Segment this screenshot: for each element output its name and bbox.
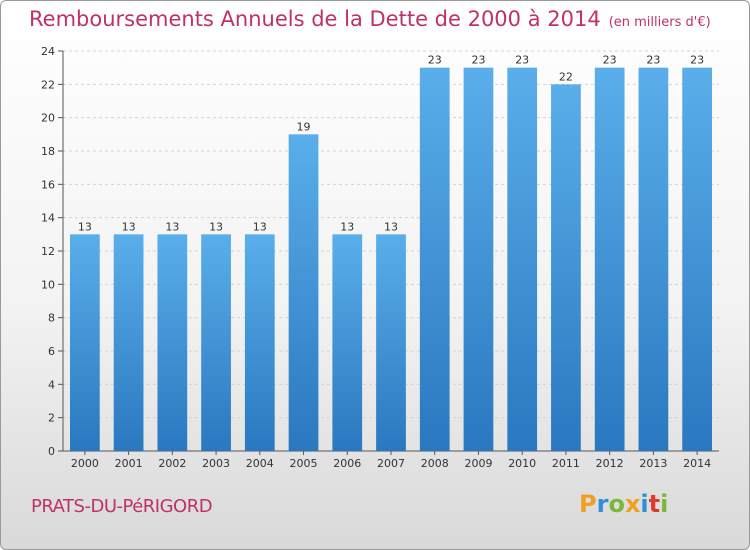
bar-value-label: 13 (340, 220, 354, 233)
bar-value-label: 13 (253, 220, 267, 233)
x-tick-label: 2012 (596, 457, 624, 470)
bar (288, 134, 319, 452)
bar-value-label: 13 (122, 220, 136, 233)
brand-letter: i (640, 490, 649, 518)
x-tick-label: 2002 (158, 457, 186, 470)
y-tick-label: 4 (48, 378, 55, 391)
y-tick-label: 12 (41, 245, 55, 258)
bar-value-label: 23 (646, 54, 660, 67)
bar (638, 67, 669, 452)
bar (332, 234, 363, 451)
y-tick-label: 24 (41, 45, 55, 58)
bar (69, 234, 100, 451)
x-tick-label: 2005 (290, 457, 318, 470)
bar-value-label: 13 (384, 220, 398, 233)
x-tick-label: 2011 (552, 457, 580, 470)
y-tick-label: 6 (48, 345, 55, 358)
y-tick-label: 18 (41, 145, 55, 158)
x-tick-label: 2004 (246, 457, 274, 470)
chart-title: Remboursements Annuels de la Dette de 20… (29, 7, 711, 31)
y-tick-label: 0 (48, 445, 55, 458)
y-tick-label: 2 (48, 412, 55, 425)
x-tick-label: 2013 (639, 457, 667, 470)
bar-value-label: 23 (515, 54, 529, 67)
bar-value-label: 13 (165, 220, 179, 233)
bar (201, 234, 231, 451)
bar (463, 67, 494, 452)
bar (113, 234, 144, 451)
bar (157, 234, 188, 451)
brand-letter: P (579, 490, 597, 518)
y-tick-label: 16 (41, 178, 55, 191)
bar-value-label: 23 (471, 54, 485, 67)
bar-value-label: 23 (428, 54, 442, 67)
bar (376, 234, 406, 451)
title-text: Remboursements Annuels de la Dette de 20… (29, 7, 601, 31)
bar (419, 67, 450, 452)
brand-letter: i (660, 490, 669, 518)
y-tick-label: 14 (41, 212, 55, 225)
bar-value-label: 13 (78, 220, 92, 233)
y-tick-label: 10 (41, 278, 55, 291)
y-tick-label: 20 (41, 112, 55, 125)
y-tick-label: 22 (41, 78, 55, 91)
brand-letter: x (624, 490, 641, 518)
bar-value-label: 23 (603, 54, 617, 67)
brand-letter: t (648, 490, 661, 518)
bar-value-label: 13 (209, 220, 223, 233)
y-tick-label: 8 (48, 312, 55, 325)
brand-logo: Proxiti (579, 490, 668, 518)
bar (551, 84, 581, 451)
x-tick-label: 2003 (202, 457, 230, 470)
x-tick-label: 2014 (683, 457, 711, 470)
x-tick-label: 2006 (333, 457, 361, 470)
x-tick-label: 2010 (508, 457, 536, 470)
x-tick-label: 2007 (377, 457, 405, 470)
brand-letter: o (608, 490, 625, 518)
bar-value-label: 19 (297, 120, 311, 133)
bar (594, 67, 625, 452)
unit-text: (en milliers d'€) (608, 15, 711, 30)
bar (507, 67, 538, 452)
bar (244, 234, 275, 451)
x-tick-label: 2009 (464, 457, 492, 470)
bar-value-label: 22 (559, 70, 573, 83)
bar (682, 67, 713, 452)
x-tick-label: 2008 (421, 457, 449, 470)
x-tick-label: 2001 (115, 457, 143, 470)
place-name: PRATS-DU-PéRIGORD (31, 496, 213, 517)
brand-letter: r (596, 490, 609, 518)
x-tick-label: 2000 (71, 457, 99, 470)
bar-value-label: 23 (690, 54, 704, 67)
